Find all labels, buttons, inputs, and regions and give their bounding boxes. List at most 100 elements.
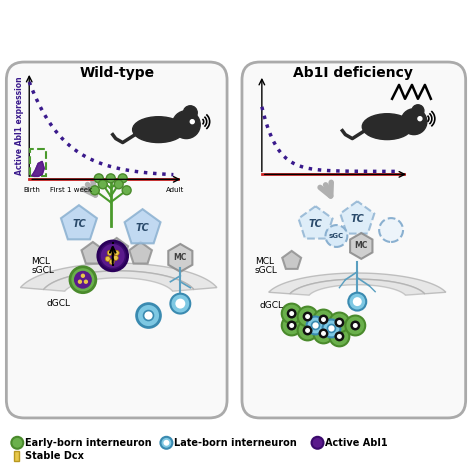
Circle shape xyxy=(74,271,92,289)
Circle shape xyxy=(335,318,345,328)
Circle shape xyxy=(170,294,190,313)
Circle shape xyxy=(302,326,312,336)
Polygon shape xyxy=(125,209,161,243)
Polygon shape xyxy=(269,273,446,294)
Circle shape xyxy=(353,297,362,306)
Text: Adult: Adult xyxy=(166,187,184,193)
Text: Wild-type: Wild-type xyxy=(79,66,154,80)
Circle shape xyxy=(144,310,154,320)
Circle shape xyxy=(101,244,125,268)
Polygon shape xyxy=(82,242,104,264)
Circle shape xyxy=(319,315,328,325)
Circle shape xyxy=(321,317,326,322)
FancyBboxPatch shape xyxy=(242,62,465,418)
Text: Early-born interneuron: Early-born interneuron xyxy=(25,438,152,448)
Text: sGCL: sGCL xyxy=(31,266,54,275)
Circle shape xyxy=(287,320,297,330)
Circle shape xyxy=(113,255,118,260)
Polygon shape xyxy=(61,205,97,239)
Text: sGC: sGC xyxy=(329,233,344,239)
Text: Ab1I deficiency: Ab1I deficiency xyxy=(293,66,413,80)
Circle shape xyxy=(110,248,115,254)
Circle shape xyxy=(289,311,294,316)
Circle shape xyxy=(105,256,110,261)
Polygon shape xyxy=(129,242,152,264)
Circle shape xyxy=(348,292,366,310)
Circle shape xyxy=(122,186,131,195)
Circle shape xyxy=(329,327,349,346)
Bar xyxy=(14,451,19,461)
Circle shape xyxy=(81,273,85,278)
Circle shape xyxy=(305,314,310,319)
Circle shape xyxy=(78,280,82,284)
Circle shape xyxy=(321,331,326,336)
Text: TC: TC xyxy=(309,219,322,229)
Circle shape xyxy=(328,325,336,332)
Circle shape xyxy=(98,241,128,271)
Circle shape xyxy=(190,120,194,124)
Polygon shape xyxy=(340,201,374,234)
Circle shape xyxy=(311,321,319,329)
Polygon shape xyxy=(168,244,192,272)
Circle shape xyxy=(322,319,340,337)
Text: Birth: Birth xyxy=(24,187,41,193)
Text: dGCL: dGCL xyxy=(46,299,70,308)
Circle shape xyxy=(164,440,169,446)
Circle shape xyxy=(305,328,310,333)
Circle shape xyxy=(311,437,323,449)
Circle shape xyxy=(379,218,403,242)
Circle shape xyxy=(313,310,333,329)
Circle shape xyxy=(173,111,200,138)
Circle shape xyxy=(183,106,197,120)
Polygon shape xyxy=(20,263,217,290)
Circle shape xyxy=(326,225,347,247)
Bar xyxy=(30,148,46,176)
Polygon shape xyxy=(105,238,128,260)
Circle shape xyxy=(114,250,119,255)
Circle shape xyxy=(350,320,360,330)
Circle shape xyxy=(137,304,161,328)
Circle shape xyxy=(412,105,424,117)
Circle shape xyxy=(106,174,115,183)
Text: sGCL: sGCL xyxy=(255,266,278,275)
Circle shape xyxy=(282,304,301,323)
Text: First 1 week: First 1 week xyxy=(50,187,92,193)
Circle shape xyxy=(287,309,297,319)
Circle shape xyxy=(329,312,349,332)
Circle shape xyxy=(302,311,312,321)
Polygon shape xyxy=(44,271,194,291)
Ellipse shape xyxy=(133,117,184,143)
Circle shape xyxy=(94,174,103,183)
Circle shape xyxy=(161,437,173,449)
Circle shape xyxy=(84,280,88,284)
Polygon shape xyxy=(282,251,301,269)
Ellipse shape xyxy=(362,114,412,139)
Text: TC: TC xyxy=(350,214,364,224)
Text: Active Abl1 expression: Active Abl1 expression xyxy=(15,76,24,175)
Circle shape xyxy=(107,250,112,255)
Circle shape xyxy=(337,334,342,339)
Polygon shape xyxy=(32,162,44,176)
Circle shape xyxy=(91,186,100,195)
Text: TC: TC xyxy=(136,223,149,233)
Circle shape xyxy=(114,180,123,189)
Circle shape xyxy=(118,174,127,183)
Polygon shape xyxy=(350,233,373,259)
Polygon shape xyxy=(299,206,333,238)
Text: MCL: MCL xyxy=(31,257,50,266)
Circle shape xyxy=(98,180,107,189)
Circle shape xyxy=(319,328,328,338)
Circle shape xyxy=(298,320,318,340)
Circle shape xyxy=(307,317,325,335)
Text: TC: TC xyxy=(72,219,86,229)
Circle shape xyxy=(282,316,301,336)
Circle shape xyxy=(335,331,345,341)
Circle shape xyxy=(346,316,365,336)
Text: Stable Dcx: Stable Dcx xyxy=(25,451,84,461)
Circle shape xyxy=(298,307,318,327)
Circle shape xyxy=(289,323,294,328)
Circle shape xyxy=(418,117,422,121)
Text: dGCL: dGCL xyxy=(260,301,284,310)
FancyBboxPatch shape xyxy=(6,62,227,418)
Text: Active Abl1: Active Abl1 xyxy=(326,438,388,448)
